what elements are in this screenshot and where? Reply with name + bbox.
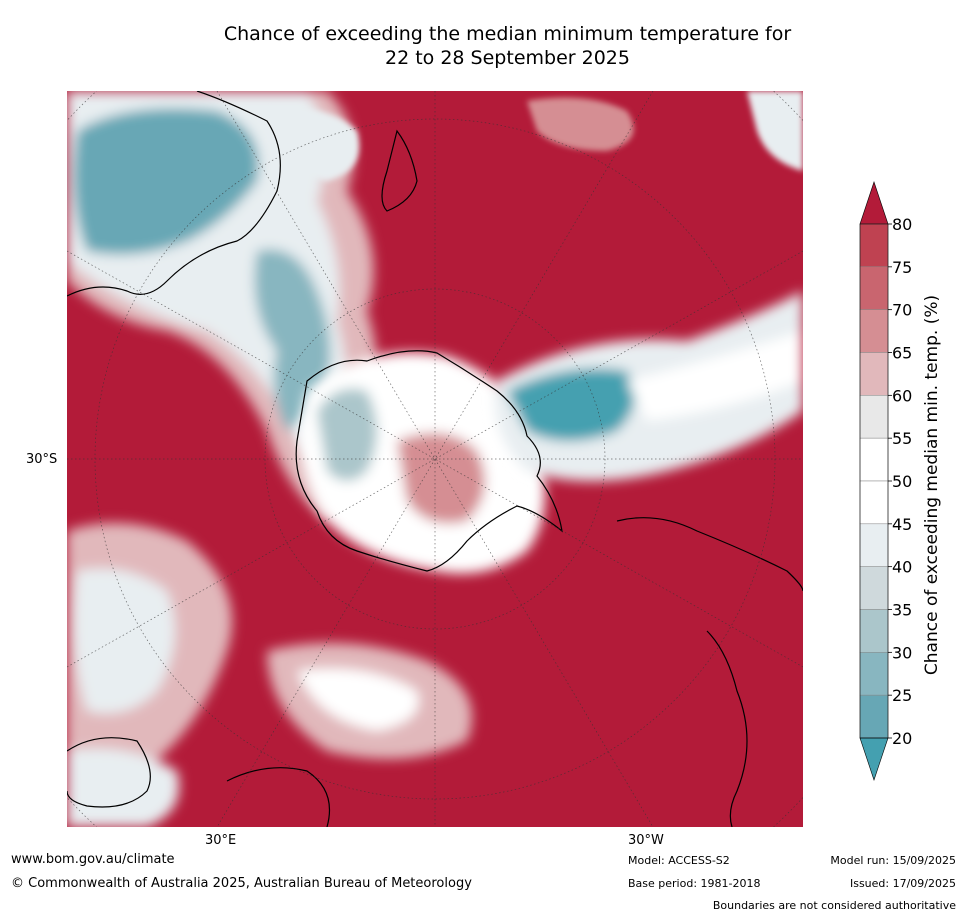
neutral-bottom-left [67, 523, 472, 827]
colorbar-tick-label: 35 [892, 601, 912, 620]
colorbar-tick-label: 75 [892, 258, 912, 277]
colorbar-band [859, 694, 889, 739]
colorbar-label: Chance of exceeding median min. temp. (%… [922, 295, 942, 675]
colorbar-extend-bottom [859, 737, 889, 781]
colorbar-band [859, 309, 889, 353]
colorbar-tick-label: 60 [892, 386, 912, 405]
colorbar-tick-label: 40 [892, 558, 912, 577]
colorbar-band [859, 652, 889, 696]
colorbar-tick-label: 30 [892, 643, 912, 662]
cool-band-right [495, 291, 803, 481]
antarctica-region [300, 352, 545, 574]
colorbar-band [859, 352, 889, 396]
colorbar-band [859, 223, 889, 268]
coastlines [67, 91, 803, 827]
colorbar-tick-label: 50 [892, 472, 912, 491]
colorbar: 80 75 70 65 60 55 50 45 40 35 30 25 20 Chance of exc… [859, 181, 942, 781]
colorbar-band [859, 266, 889, 310]
colorbar-tick-label: 65 [892, 344, 912, 363]
colorbar-tick-label: 45 [892, 515, 912, 534]
footer-base-period: Base period: 1981-2018 [628, 877, 761, 890]
colorbar-band [859, 395, 889, 439]
polar-map [67, 91, 803, 827]
colorbar-band [859, 609, 889, 653]
graticule [67, 91, 803, 827]
footer-issued: Issued: 17/09/2025 [849, 877, 956, 890]
colorbar-band [859, 437, 889, 482]
lat-label-30s: 30°S [26, 452, 58, 467]
footer-copyright: © Commonwealth of Australia 2025, Austra… [11, 876, 472, 891]
footer-url: www.bom.gov.au/climate [11, 852, 175, 867]
title-line-2: 22 to 28 September 2025 [385, 47, 630, 69]
pink-patches-top [267, 91, 803, 181]
lon-label-30w: 30°W [628, 833, 664, 848]
colorbar-tick-label: 25 [892, 686, 912, 705]
colorbar-band [859, 480, 889, 525]
colorbar-extend-top [859, 181, 889, 225]
chart-title: Chance of exceeding the median minimum t… [150, 22, 865, 70]
colorbar-tick-label: 80 [892, 215, 912, 234]
colorbar-tick-label: 70 [892, 301, 912, 320]
colorbar-band [859, 566, 889, 610]
colorbar-band [859, 523, 889, 567]
footer-disclaimer: Boundaries are not considered authoritat… [712, 899, 956, 912]
lon-label-30e: 30°E [205, 833, 237, 848]
footer-model: Model: ACCESS-S2 [628, 854, 730, 867]
footer-model-run: Model run: 15/09/2025 [830, 854, 956, 867]
cool-region-top-left [67, 91, 377, 521]
colorbar-tick-label: 20 [892, 729, 912, 748]
colorbar-tick-label: 55 [892, 429, 912, 448]
title-line-1: Chance of exceeding the median minimum t… [223, 23, 792, 45]
